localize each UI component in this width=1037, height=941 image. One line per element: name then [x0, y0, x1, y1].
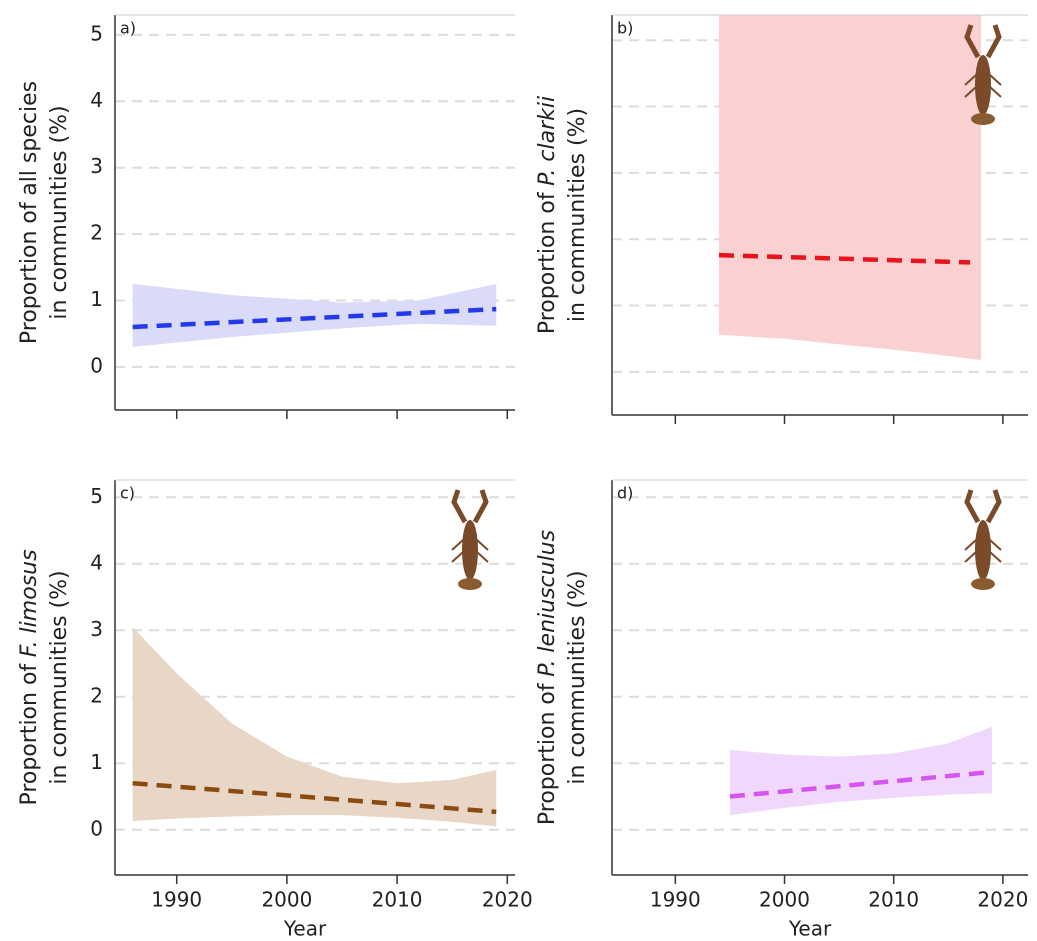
- x-tick-label: 2020: [482, 888, 533, 912]
- confidence-band: [132, 283, 497, 347]
- panel-label: c): [120, 484, 135, 503]
- x-tick-label: 1990: [151, 888, 202, 912]
- y-label-species: F. limosus: [17, 549, 42, 657]
- y-axis-label: Proportion of P. leniusculus: [535, 530, 560, 825]
- y-tick-label: 5: [90, 21, 103, 45]
- y-axis-label: Proportion of F. limosus: [17, 549, 42, 805]
- confidence-band: [729, 726, 992, 816]
- x-tick-label: 2020: [977, 888, 1028, 912]
- x-tick-label: 2000: [759, 888, 810, 912]
- y-tick-label: 3: [90, 154, 103, 178]
- panel: b) Proportion of P. clarkii in communities …: [535, 14, 1028, 424]
- y-axis-label-line2: in communities (%): [47, 105, 72, 319]
- y-tick-label: 1: [90, 287, 103, 311]
- confidence-band: [132, 626, 497, 827]
- x-axis-label: Year: [283, 917, 327, 941]
- y-label-prefix: Proportion of: [17, 201, 42, 344]
- trend-line: [132, 780, 497, 815]
- panel: 0 1 2 3 4 5 1990 2000 2010 2020 c) Proportion of F. …: [17, 479, 533, 941]
- panel-label: b): [617, 19, 633, 38]
- y-label-species: P. leniusculus: [535, 530, 560, 677]
- panel-label: a): [120, 19, 136, 38]
- y-label-prefix: Proportion of: [535, 682, 560, 825]
- y-tick-label: 0: [90, 816, 103, 840]
- y-axis-label: Proportion of all species: [17, 81, 42, 344]
- crayfish-icon: [451, 489, 489, 590]
- y-axis-label-line2: in communities (%): [565, 108, 590, 322]
- y-tick-label: 4: [90, 550, 103, 574]
- x-tick-label: 1990: [650, 888, 701, 912]
- x-tick-label: 2010: [868, 888, 919, 912]
- y-tick-label: 5: [90, 484, 103, 508]
- trend-line: [132, 306, 497, 330]
- panel: 1990 2000 2010 2020 d) Proportion of P. lenius…: [535, 479, 1028, 941]
- y-tick-label: 2: [90, 221, 103, 245]
- y-label-species: P. clarkii: [535, 96, 560, 186]
- y-tick-label: 0: [90, 353, 103, 377]
- y-tick-label: 3: [90, 617, 103, 641]
- y-axis-label-line2: in communities (%): [565, 570, 590, 784]
- trend-line: [729, 769, 993, 799]
- x-tick-label: 2000: [261, 888, 312, 912]
- y-tick-label: 1: [90, 750, 103, 774]
- crayfish-icon: [964, 489, 1002, 590]
- y-tick-label: 2: [90, 683, 103, 707]
- y-axis-label-line2: in communities (%): [47, 570, 72, 784]
- panel-label: d): [617, 484, 633, 503]
- panel: 0 1 2 3 4 5 a) Proportion of all species in commu…: [17, 14, 515, 419]
- y-label-prefix: Proportion of: [535, 191, 560, 334]
- crayfish-icon: [964, 24, 1002, 125]
- x-axis-label: Year: [788, 917, 832, 941]
- y-label-species: all species: [17, 81, 42, 196]
- y-axis-label: Proportion of P. clarkii: [535, 96, 560, 334]
- y-tick-label: 4: [90, 88, 103, 112]
- y-label-prefix: Proportion of: [17, 663, 42, 806]
- trend-line: [718, 252, 971, 265]
- x-tick-label: 2010: [372, 888, 423, 912]
- confidence-band: [719, 15, 982, 360]
